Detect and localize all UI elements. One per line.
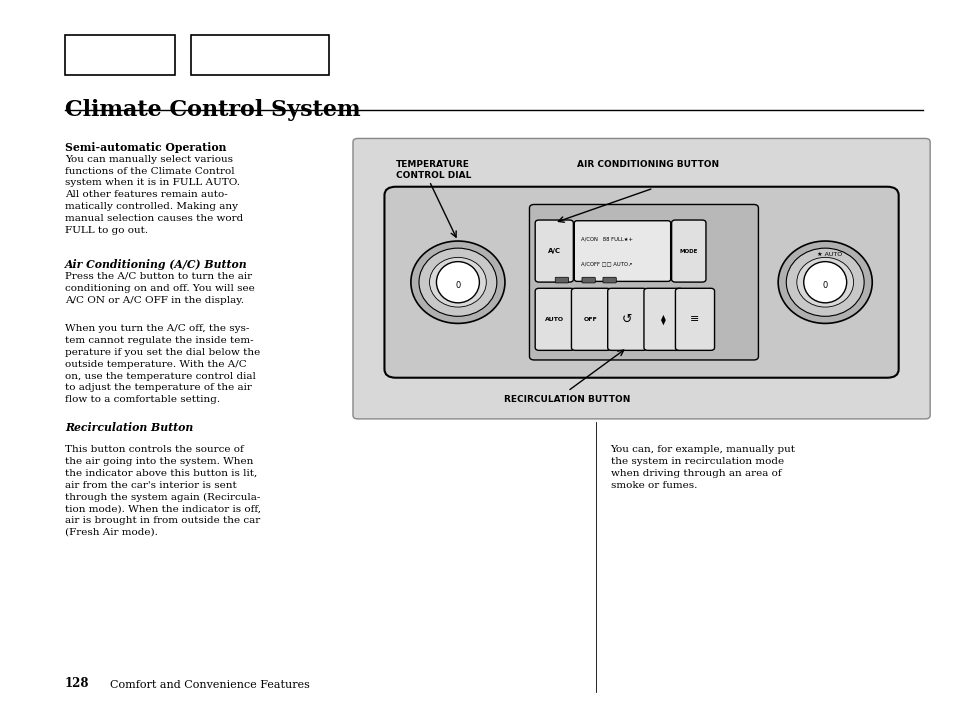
FancyBboxPatch shape xyxy=(607,288,646,350)
Text: OFF: OFF xyxy=(583,317,598,322)
FancyBboxPatch shape xyxy=(643,288,682,350)
Ellipse shape xyxy=(778,241,871,323)
Text: A/CON   88 FULL★+: A/CON 88 FULL★+ xyxy=(580,236,633,241)
FancyBboxPatch shape xyxy=(384,187,898,378)
Text: When you turn the A/C off, the sys-
tem cannot regulate the inside tem-
perature: When you turn the A/C off, the sys- tem … xyxy=(65,324,260,404)
FancyBboxPatch shape xyxy=(574,221,670,281)
FancyBboxPatch shape xyxy=(675,288,714,350)
FancyBboxPatch shape xyxy=(535,288,574,350)
Ellipse shape xyxy=(802,261,846,302)
Text: 128: 128 xyxy=(65,677,90,690)
FancyBboxPatch shape xyxy=(581,277,595,283)
Ellipse shape xyxy=(411,241,504,323)
Text: Climate Control System: Climate Control System xyxy=(65,99,360,121)
FancyBboxPatch shape xyxy=(529,204,758,360)
Ellipse shape xyxy=(429,257,486,307)
FancyBboxPatch shape xyxy=(602,277,616,283)
Text: You can manually select various
functions of the Climate Control
system when it : You can manually select various function… xyxy=(65,155,243,234)
Text: You can, for example, manually put
the system in recirculation mode
when driving: You can, for example, manually put the s… xyxy=(610,445,795,490)
Text: A/C: A/C xyxy=(547,248,560,254)
Text: ↺: ↺ xyxy=(621,313,632,326)
Text: AIR CONDITIONING BUTTON: AIR CONDITIONING BUTTON xyxy=(577,160,719,169)
Text: Air Conditioning (A/C) Button: Air Conditioning (A/C) Button xyxy=(65,259,247,270)
Text: This button controls the source of
the air going into the system. When
the indic: This button controls the source of the a… xyxy=(65,445,260,537)
Text: ≡: ≡ xyxy=(690,315,699,324)
Text: AUTO: AUTO xyxy=(544,317,564,322)
Text: ⧫: ⧫ xyxy=(660,314,665,324)
Text: Semi-automatic Operation: Semi-automatic Operation xyxy=(65,142,226,153)
Bar xyxy=(65,36,174,75)
Text: 0: 0 xyxy=(455,281,460,290)
Text: A/COFF □□ AUTO↗: A/COFF □□ AUTO↗ xyxy=(580,261,632,266)
Ellipse shape xyxy=(796,257,853,307)
FancyBboxPatch shape xyxy=(555,277,568,283)
Text: RECIRCULATION BUTTON: RECIRCULATION BUTTON xyxy=(504,395,630,404)
FancyBboxPatch shape xyxy=(571,288,610,350)
FancyBboxPatch shape xyxy=(535,220,573,282)
FancyBboxPatch shape xyxy=(353,138,929,419)
Text: TEMPERATURE
CONTROL DIAL: TEMPERATURE CONTROL DIAL xyxy=(395,160,471,180)
Ellipse shape xyxy=(785,248,863,316)
Text: Comfort and Convenience Features: Comfort and Convenience Features xyxy=(110,680,310,690)
Text: 0: 0 xyxy=(821,281,827,290)
Ellipse shape xyxy=(436,261,478,302)
Text: Recirculation Button: Recirculation Button xyxy=(65,422,193,433)
FancyBboxPatch shape xyxy=(671,220,705,282)
Text: MODE: MODE xyxy=(679,248,698,253)
Ellipse shape xyxy=(418,248,497,316)
Text: ★ AUTO: ★ AUTO xyxy=(817,251,841,256)
Text: Press the A/C button to turn the air
conditioning on and off. You will see
A/C O: Press the A/C button to turn the air con… xyxy=(65,272,254,305)
Bar xyxy=(191,36,329,75)
